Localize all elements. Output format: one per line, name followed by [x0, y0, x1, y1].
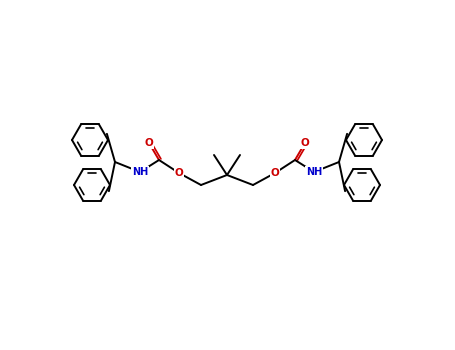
Text: NH: NH: [132, 167, 148, 177]
Text: O: O: [145, 138, 153, 148]
Text: O: O: [175, 168, 183, 178]
Text: NH: NH: [306, 167, 322, 177]
Text: O: O: [271, 168, 279, 178]
Text: O: O: [301, 138, 309, 148]
